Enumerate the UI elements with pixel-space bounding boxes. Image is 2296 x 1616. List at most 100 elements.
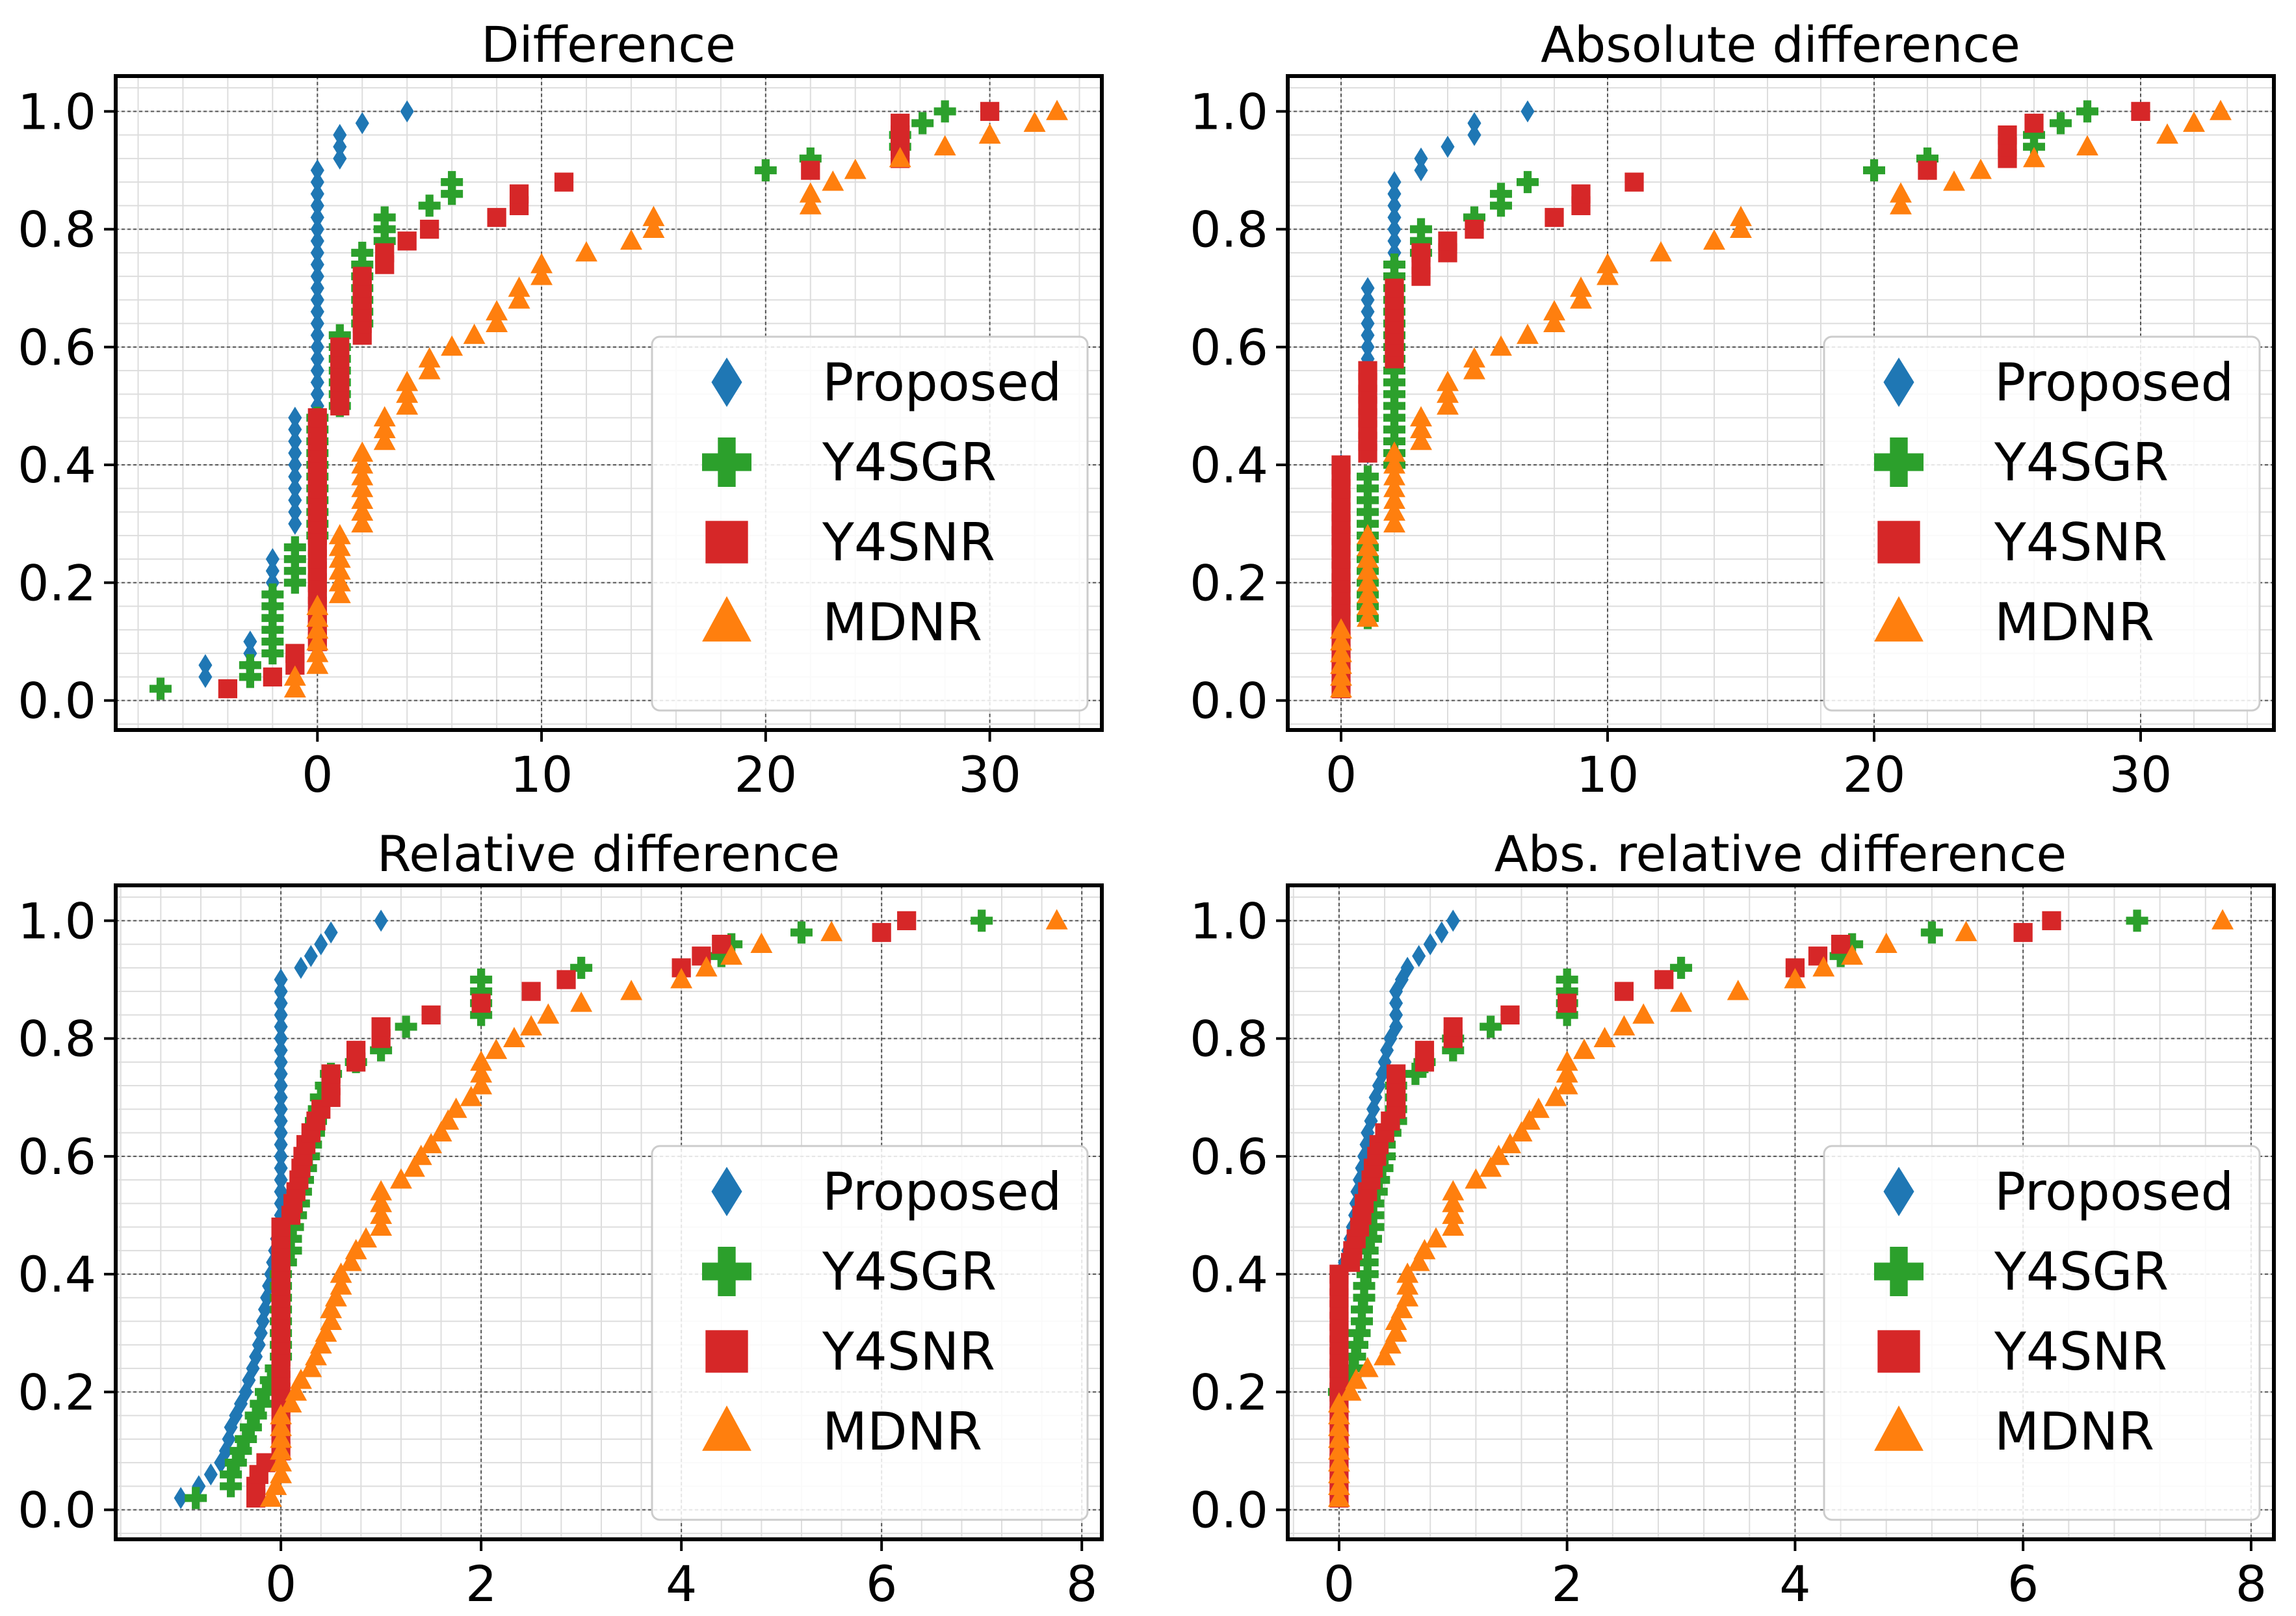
data-point (642, 205, 665, 226)
x-tick-label: 10 (510, 746, 573, 803)
data-point (1570, 288, 1592, 309)
y-tick-label: 0.0 (1190, 672, 1268, 730)
data-point (1362, 1216, 1385, 1238)
data-point (339, 1251, 362, 1271)
data-point (288, 501, 302, 523)
data-point (1361, 289, 1375, 311)
data-point (521, 982, 541, 1001)
data-point (470, 1062, 493, 1083)
y-tick-label: 0.4 (18, 1245, 96, 1303)
data-point (300, 1357, 322, 1377)
data-point (320, 1309, 343, 1331)
data-point (351, 241, 374, 264)
data-point (1345, 1368, 1368, 1389)
data-point (1357, 524, 1379, 545)
data-point (1890, 194, 1912, 215)
data-point (274, 1157, 288, 1180)
x-tick-label: 6 (2007, 1555, 2039, 1613)
legend-marker-y4sgr (702, 437, 751, 487)
y-tick-label: 1.0 (18, 83, 96, 140)
data-point (288, 442, 302, 465)
data-point (310, 194, 324, 217)
data-point (2023, 147, 2045, 168)
data-point (418, 194, 441, 217)
data-point (328, 547, 351, 568)
data-point (250, 1392, 272, 1415)
legend-label-y4sgr: Y4SGR (1994, 432, 2169, 493)
data-point (218, 679, 238, 699)
data-point (1613, 1015, 1636, 1036)
data-point (1379, 1333, 1402, 1354)
data-point (330, 1262, 352, 1283)
data-point (1624, 172, 1644, 192)
data-point (310, 218, 324, 241)
data-point (239, 1416, 262, 1439)
data-point (1330, 665, 1352, 686)
data-point (281, 1216, 304, 1238)
legend-label-y4sgr: Y4SGR (822, 432, 997, 493)
data-point (1556, 1062, 1578, 1083)
data-point (305, 1345, 327, 1366)
legend-label-proposed: Proposed (1994, 1162, 2234, 1222)
legend-label-mdnr: MDNR (1994, 1401, 2154, 1462)
data-point (274, 1110, 288, 1132)
axes-frame (114, 74, 1104, 732)
data-point (1383, 406, 1405, 429)
legend-marker-y4sgr (702, 1247, 751, 1296)
data-point (1423, 933, 1437, 956)
panel-title: Difference (481, 16, 736, 73)
legend-label-mdnr: MDNR (822, 1401, 982, 1462)
data-point (351, 453, 374, 474)
data-point (1510, 1121, 1533, 1142)
data-point (1410, 229, 1432, 252)
data-point (1425, 1227, 1447, 1248)
data-point (420, 1132, 443, 1154)
x-tick-label: 30 (2109, 746, 2172, 803)
data-point (395, 1015, 417, 1038)
data-point (283, 536, 306, 559)
data-point (530, 253, 553, 274)
data-point (1410, 417, 1432, 439)
data-point (570, 991, 593, 1012)
data-point (1520, 100, 1535, 123)
data-point (1556, 1050, 1578, 1071)
data-point (1499, 1132, 1521, 1154)
data-point (1383, 476, 1405, 497)
data-point (1831, 935, 1851, 954)
data-point (315, 1321, 337, 1342)
data-point (370, 1192, 393, 1212)
data-point (270, 1403, 293, 1425)
data-point (351, 465, 374, 486)
data-point (1437, 394, 1459, 415)
data-point (310, 229, 324, 252)
data-point (1327, 1463, 1350, 1483)
data-point (1350, 1298, 1373, 1321)
data-point (288, 454, 302, 476)
data-point (1955, 920, 1977, 941)
data-point (351, 254, 374, 276)
data-point (1356, 1251, 1379, 1274)
data-point (441, 171, 463, 194)
data-point (1467, 112, 1481, 135)
data-point (310, 324, 324, 346)
data-point (396, 394, 419, 415)
data-point (1545, 1086, 1567, 1106)
data-point (1654, 970, 1674, 989)
legend-label-y4sgr: Y4SGR (1994, 1242, 2169, 1302)
data-point (375, 243, 395, 263)
data-point (1356, 1263, 1379, 1286)
legend-box (1823, 1145, 2261, 1521)
legend-label-proposed: Proposed (1994, 352, 2234, 413)
data-point (1442, 1215, 1465, 1236)
data-point (261, 618, 284, 641)
data-point (897, 911, 917, 930)
data-point (471, 993, 491, 1013)
data-point (1918, 161, 1937, 180)
data-point (1500, 1005, 1520, 1025)
data-point (1556, 1004, 1578, 1026)
panel-title: Absolute difference (1541, 16, 2020, 73)
data-point (306, 630, 329, 651)
legend: Proposed Y4SGR Y4SNR MDNR (651, 335, 1089, 712)
data-point (370, 1203, 393, 1224)
data-point (1614, 982, 1634, 1001)
